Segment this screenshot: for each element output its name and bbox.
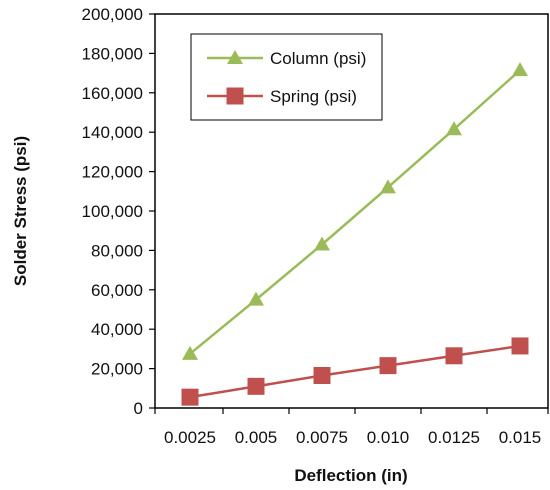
x-tick-label: 0.0125 <box>428 428 480 447</box>
series-line <box>189 69 521 355</box>
series-line <box>189 344 521 399</box>
series-2 <box>181 337 529 406</box>
legend-item: Column (psi) <box>207 49 366 68</box>
data-point <box>445 347 463 365</box>
x-tick-label: 0.0075 <box>296 428 348 447</box>
data-point <box>512 62 528 77</box>
y-tick-label: 200,000 <box>82 5 143 24</box>
legend: Column (psi) Spring (psi) <box>190 33 383 121</box>
y-tick-label: 160,000 <box>82 84 143 103</box>
y-tick-label: 100,000 <box>82 202 143 221</box>
data-point <box>314 236 330 251</box>
y-tick-label: 80,000 <box>91 241 143 260</box>
data-point <box>248 291 264 306</box>
y-tick-label: 60,000 <box>91 281 143 300</box>
legend-label: Spring (psi) <box>270 87 357 106</box>
y-tick-label: 180,000 <box>82 44 143 63</box>
legend-marker <box>227 50 243 64</box>
legend-item: Spring (psi) <box>207 87 357 106</box>
data-point <box>313 366 331 384</box>
y-tick-label: 0 <box>134 399 143 418</box>
x-tick-label: 0.015 <box>499 428 542 447</box>
x-axis: 0.0025 0.005 0.0075 0.010 0.0125 0.015 <box>154 408 549 447</box>
legend-marker <box>226 87 244 105</box>
data-point <box>247 377 265 395</box>
legend-box <box>190 33 383 121</box>
series-layer <box>181 62 529 406</box>
data-point <box>181 388 199 406</box>
legend-label: Column (psi) <box>270 49 366 68</box>
data-point <box>511 337 529 355</box>
y-tick-label: 40,000 <box>91 320 143 339</box>
data-point <box>446 121 462 136</box>
y-tick-label: 20,000 <box>91 360 143 379</box>
x-tick-label: 0.010 <box>367 428 410 447</box>
x-tick-label: 0.005 <box>235 428 278 447</box>
x-tick-label: 0.0025 <box>164 428 216 447</box>
data-point <box>380 179 396 194</box>
y-axis-title: Solder Stress (psi) <box>11 136 30 286</box>
data-point <box>379 357 397 375</box>
x-axis-title: Deflection (in) <box>294 466 407 485</box>
data-point <box>182 345 198 360</box>
y-tick-label: 140,000 <box>82 123 143 142</box>
y-tick-label: 120,000 <box>82 163 143 182</box>
y-axis: 0 20,000 40,000 60,000 80,000 100,000 120,000 1… <box>82 5 155 418</box>
series-1 <box>182 62 528 360</box>
